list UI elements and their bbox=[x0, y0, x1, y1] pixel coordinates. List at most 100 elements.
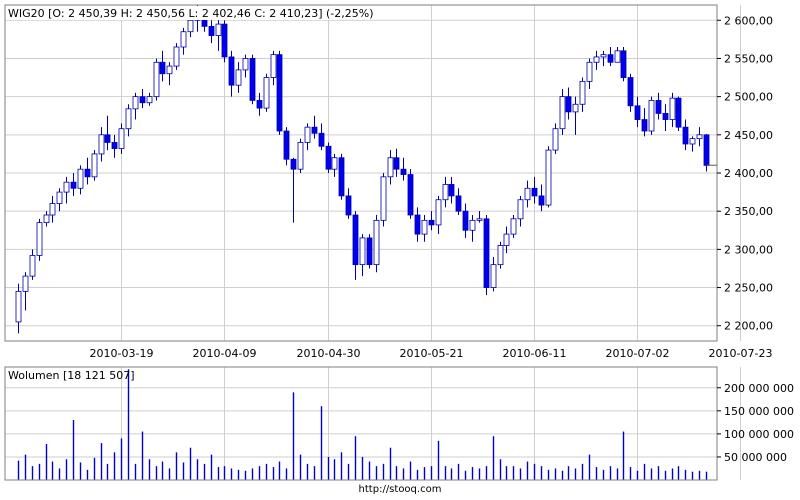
volume-tick-label: 150 000 000 bbox=[724, 405, 794, 418]
candle-down bbox=[641, 119, 648, 132]
candle-up bbox=[497, 245, 504, 266]
price-tick-label: 2 500,00 bbox=[724, 91, 773, 104]
candle-down bbox=[400, 168, 407, 175]
candle-down bbox=[703, 134, 710, 166]
candle-down bbox=[455, 195, 462, 212]
volume-bars bbox=[17, 369, 708, 480]
candles bbox=[15, 5, 717, 334]
candle-up bbox=[669, 97, 676, 120]
candle-down bbox=[448, 184, 455, 197]
candle-down bbox=[655, 100, 662, 114]
candle-down bbox=[414, 214, 421, 235]
candle-up bbox=[510, 218, 517, 235]
price-y-axis: 2 200,00 2 250,00 2 300,00 2 350,00 2 400,00… bbox=[717, 14, 773, 333]
candle-down bbox=[111, 142, 118, 149]
candle-up bbox=[503, 233, 510, 246]
candle-up bbox=[63, 181, 70, 193]
footer-source-url[interactable]: http://stooq.com bbox=[358, 484, 442, 495]
candle-up bbox=[91, 153, 98, 178]
price-tick-label: 2 300,00 bbox=[724, 243, 773, 256]
candle-down bbox=[366, 237, 373, 266]
candle-down bbox=[139, 96, 146, 104]
candle-up bbox=[476, 218, 483, 221]
candle-down bbox=[256, 100, 263, 109]
candle-down bbox=[538, 195, 545, 206]
date-tick-label: 2010-07-23 bbox=[709, 347, 773, 360]
candle-down bbox=[675, 97, 682, 128]
candle-up bbox=[56, 191, 63, 204]
price-tick-label: 2 200,00 bbox=[724, 320, 773, 333]
candle-down bbox=[276, 54, 283, 132]
candle-up bbox=[173, 46, 180, 67]
candle-down bbox=[428, 219, 435, 226]
candle-down bbox=[345, 195, 352, 216]
date-tick-label: 2010-04-30 bbox=[297, 347, 361, 360]
candle-down bbox=[228, 56, 235, 86]
candle-up bbox=[586, 61, 593, 82]
candle-down bbox=[483, 218, 490, 288]
candle-up bbox=[235, 69, 242, 86]
candle-up bbox=[559, 96, 566, 130]
candle-up bbox=[545, 149, 552, 206]
candle-up bbox=[77, 168, 84, 189]
candle-down bbox=[283, 130, 290, 160]
candle-up bbox=[36, 222, 43, 256]
candle-up bbox=[270, 54, 277, 78]
candle-up bbox=[166, 65, 173, 75]
candle-up bbox=[180, 31, 187, 48]
candle-up bbox=[15, 290, 22, 323]
candle-up bbox=[524, 187, 531, 201]
candle-down bbox=[290, 158, 297, 170]
candle-up bbox=[552, 128, 559, 151]
volume-panel-border bbox=[4, 366, 718, 481]
candle-up bbox=[359, 237, 366, 266]
candle-up bbox=[648, 100, 655, 132]
candle-up bbox=[579, 80, 586, 105]
candle-up bbox=[331, 157, 338, 170]
candle-up bbox=[132, 96, 139, 110]
candle-up bbox=[469, 219, 476, 231]
candle-down bbox=[627, 77, 634, 107]
candle-up bbox=[387, 157, 394, 178]
volume-header: Wolumen [18 121 507] bbox=[8, 369, 135, 382]
candle-up bbox=[22, 275, 29, 292]
candle-up bbox=[43, 214, 50, 224]
price-tick-label: 2 450,00 bbox=[724, 129, 773, 142]
price-header: WIG20 [O: 2 450,39 H: 2 450,56 L: 2 402,… bbox=[8, 7, 374, 20]
candle-up bbox=[297, 142, 304, 170]
volume-tick-label: 200 000 000 bbox=[724, 382, 794, 395]
candle-up bbox=[593, 56, 600, 63]
date-tick-label: 2010-04-09 bbox=[193, 347, 257, 360]
candle-up bbox=[187, 19, 194, 33]
candle-up bbox=[572, 103, 579, 113]
candle-down bbox=[70, 181, 77, 189]
candle-up bbox=[146, 96, 153, 104]
date-tick-label: 2010-03-19 bbox=[90, 347, 154, 360]
candle-up bbox=[49, 203, 56, 216]
candle-down bbox=[104, 134, 111, 143]
candle-down bbox=[84, 168, 91, 178]
candle-down bbox=[462, 210, 469, 231]
candle-down bbox=[352, 214, 359, 266]
candle-up bbox=[380, 176, 387, 221]
candle-up bbox=[614, 50, 621, 63]
date-tick-label: 2010-07-02 bbox=[606, 347, 670, 360]
candle-down bbox=[318, 132, 325, 147]
candle-up bbox=[118, 128, 125, 149]
candle-up bbox=[125, 108, 132, 130]
candle-down bbox=[325, 145, 332, 170]
candle-up bbox=[373, 219, 380, 266]
candle-up bbox=[421, 219, 428, 235]
candle-up bbox=[242, 58, 249, 71]
candle-down bbox=[682, 126, 689, 145]
volume-y-axis: 50 000 000 100 000 000 150 000 000 200 000 … bbox=[717, 382, 794, 464]
candle-up bbox=[435, 199, 442, 226]
candle-up bbox=[98, 134, 105, 155]
date-tick-label: 2010-05-21 bbox=[400, 347, 464, 360]
candle-up bbox=[689, 138, 696, 145]
candle-up bbox=[153, 61, 160, 98]
candle-down bbox=[249, 58, 256, 101]
candle-up bbox=[490, 264, 497, 288]
